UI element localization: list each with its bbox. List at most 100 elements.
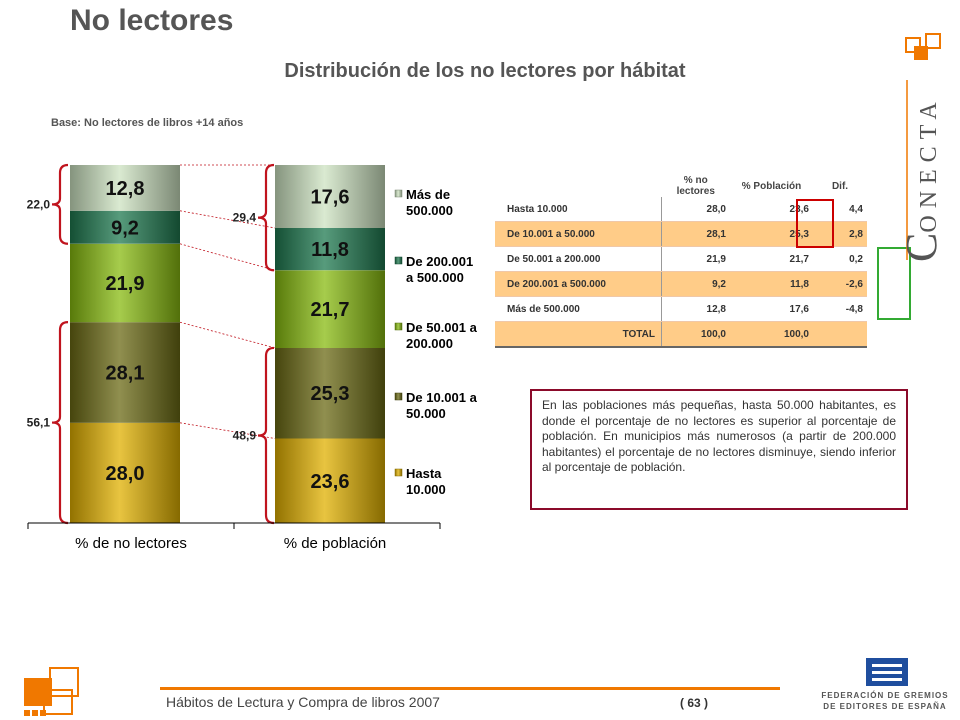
bar-value-label: 21,7: [311, 299, 350, 321]
brace-no-lectores-top-value: 22,0: [27, 197, 51, 211]
cell-poblacion: 23,6: [730, 197, 813, 222]
table-total-row: TOTAL 100,0 100,0: [495, 321, 867, 348]
bar-segment: [275, 165, 385, 228]
footer-square-outline-2: [43, 689, 73, 715]
legend-swatch: [394, 322, 403, 331]
logo-square-filled: [914, 46, 928, 60]
brace-poblacion-bottom-value: 48,9: [233, 428, 257, 442]
legend-label: Más de: [406, 187, 450, 202]
bar-value-label: 9,2: [111, 217, 139, 239]
legend-label: 50.000: [406, 406, 446, 421]
row-label: De 200.001 a 500.000: [495, 271, 662, 297]
federation-line-2: DE EDITORES DE ESPAÑA: [823, 702, 947, 711]
cell-poblacion: 11,8: [730, 271, 813, 297]
bar-value-label: 28,0: [106, 463, 145, 485]
connector-line: [179, 321, 276, 349]
footer-logo-squares: [24, 667, 79, 716]
legend-label: Hasta: [406, 466, 442, 481]
row-label: Más de 500.000: [495, 296, 662, 322]
federation-emblem: [866, 658, 908, 686]
table-row: Más de 500.000 12,8 17,6 -4,8: [495, 296, 867, 322]
bar-value-label: 23,6: [311, 471, 350, 493]
federation-line-1: FEDERACIÓN DE GREMIOS: [821, 691, 949, 700]
bar-segment: [70, 243, 180, 323]
cell-dif: 2,8: [813, 221, 867, 247]
footer-dot: [24, 710, 30, 716]
cell-poblacion: 21,7: [730, 246, 813, 272]
total-no-lectores: 100,0: [661, 321, 730, 348]
data-table: % no lectores % Población Dif. Hasta 10.…: [495, 175, 867, 348]
bar-segment: [275, 347, 385, 439]
bar-segment: [70, 165, 180, 211]
brace-no-lectores-bottom-value: 56,1: [27, 416, 51, 430]
total-poblacion: 100,0: [730, 321, 813, 348]
brace-no-lectores-top: [51, 163, 69, 245]
row-label: De 10.001 a 50.000: [495, 221, 662, 247]
bar-value-label: 25,3: [311, 383, 350, 405]
bar-value-label: 12,8: [106, 178, 145, 200]
emblem-stripe: [872, 671, 902, 674]
highlight-negative-box: [877, 247, 911, 320]
legend-label: De 200.001: [406, 254, 473, 269]
brace-poblacion-bottom: [257, 346, 275, 525]
cell-no-lectores: 28,0: [661, 197, 730, 222]
cell-poblacion: 17,6: [730, 296, 813, 322]
category-label: % de población: [284, 535, 387, 552]
bar-segment: [70, 322, 180, 423]
braces-group: 22,0 56,1 29,4 48,9: [27, 163, 275, 525]
bar-value-label: 11,8: [311, 239, 349, 261]
highlight-positive-box: [796, 199, 834, 248]
table-header-row: % no lectores % Población Dif.: [495, 175, 867, 197]
legend-label: 200.000: [406, 336, 453, 351]
category-label: % de no lectores: [75, 535, 187, 552]
row-label: De 50.001 a 200.000: [495, 246, 662, 272]
footer-dot: [32, 710, 38, 716]
legend-label: 500.000: [406, 203, 453, 218]
cell-dif: -2,6: [813, 271, 867, 297]
table-header-poblacion: % Población: [741, 180, 802, 192]
cell-dif: 4,4: [813, 197, 867, 222]
legend-label: De 10.001 a: [406, 390, 478, 405]
legend-swatch: [394, 256, 403, 265]
cell-dif: -4,8: [813, 296, 867, 322]
cell-no-lectores: 9,2: [661, 271, 730, 297]
logo-square-outline-2: [925, 33, 941, 49]
connector-lines: [179, 164, 276, 439]
cell-no-lectores: 21,9: [661, 246, 730, 272]
footer-square-filled: [24, 678, 52, 706]
brace-poblacion-top: [257, 163, 275, 272]
total-dif-empty: [813, 321, 867, 348]
row-label: Hasta 10.000: [495, 197, 662, 222]
brace-no-lectores-bottom: [51, 321, 69, 525]
legend-label: De 50.001 a: [406, 320, 478, 335]
table-header-dif: Dif.: [831, 180, 849, 192]
total-label: TOTAL: [495, 321, 662, 348]
page-number: ( 63 ): [680, 696, 709, 710]
legend-swatch: [394, 392, 403, 401]
conecta-logo: CONECTA: [900, 33, 946, 262]
footer-dot: [40, 710, 46, 716]
bar-segment: [275, 438, 385, 523]
table-header-blank: [495, 175, 662, 197]
base-note: Base: No lectores de libros +14 años: [51, 117, 244, 129]
bar-segment: [275, 270, 385, 348]
commentary-box: En las poblaciones más pequeñas, hasta 5…: [530, 389, 908, 510]
bars-group: 28,0 28,1 21,9 9,2 12,8 23,6 25,3 21,7 11,8 17,6: [70, 165, 385, 523]
cell-poblacion: 25,3: [730, 221, 813, 247]
table-row: De 10.001 a 50.000 28,1 25,3 2,8: [495, 221, 867, 247]
stacked-bar-chart: 28,028,121,99,212,823,625,321,711,817,6 …: [27, 163, 478, 552]
federation-name: FEDERACIÓN DE GREMIOS DE EDITORES DE ESP…: [820, 690, 950, 712]
table-header-no-lectores: % no lectores: [676, 175, 715, 197]
bar-value-label: 28,1: [106, 363, 145, 385]
legend-label: a 500.000: [406, 270, 464, 285]
footer-square-outline: [49, 667, 79, 697]
table-row: De 200.001 a 500.000 9,2 11,8 -2,6: [495, 271, 867, 297]
footer-rule: [160, 687, 780, 690]
chart-subtitle: Distribución de los no lectores por hábi…: [284, 60, 686, 82]
emblem-stripe: [872, 678, 902, 681]
legend-swatch: [394, 468, 403, 477]
bar-value-label: 17,6: [311, 187, 350, 209]
cell-dif: 0,2: [813, 246, 867, 272]
table-row: De 50.001 a 200.000 21,9 21,7 0,2: [495, 246, 867, 272]
